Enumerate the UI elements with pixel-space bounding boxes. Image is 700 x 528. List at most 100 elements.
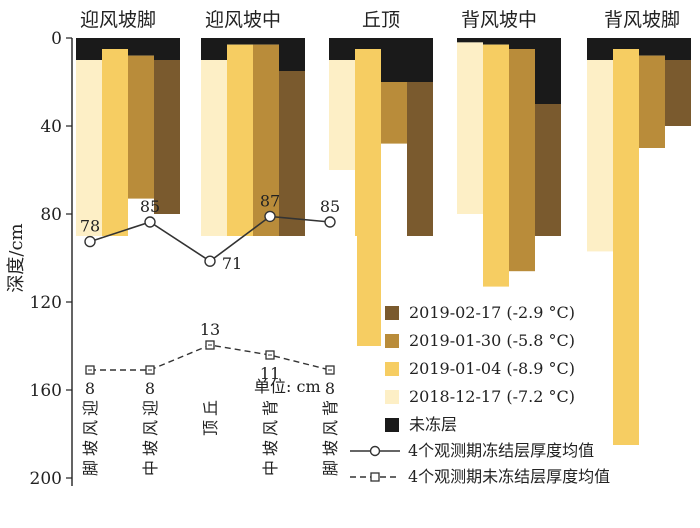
legend-marker-square (370, 472, 380, 482)
legend-label: 2019-02-17 (-2.9 °C) (409, 303, 575, 322)
bar (76, 60, 102, 236)
bar-group (457, 38, 561, 287)
unfrozen-mean-label: 8 (145, 379, 155, 398)
inset-x-label-char: 迎 (141, 400, 160, 416)
unfrozen-bar (483, 38, 509, 45)
unfrozen-mean-label: 8 (85, 379, 95, 398)
frozen-mean-point (144, 216, 156, 228)
legend-swatch (385, 390, 399, 404)
unfrozen-bar (457, 38, 483, 43)
bar-area (76, 38, 691, 445)
bar (253, 44, 279, 236)
bar (639, 55, 665, 148)
legend-marker-circle (369, 445, 381, 457)
bar (329, 60, 355, 170)
frozen-mean-point (264, 210, 276, 223)
inset-x-label: 迎风坡脚 (81, 400, 100, 476)
bar (128, 55, 154, 199)
inset-x-label-char: 丘 (201, 400, 220, 416)
frozen-mean-label: 87 (260, 191, 280, 210)
inset-x-label-char: 脚 (81, 460, 100, 476)
inset-x-label-char: 坡 (81, 440, 100, 456)
group-title: 迎风坡脚 (80, 9, 156, 31)
inset-background (74, 236, 357, 419)
unfrozen-bar (227, 38, 253, 45)
unfrozen-bar (535, 38, 561, 104)
frozen-mean-point (324, 216, 336, 228)
inset-x-label-char: 迎 (81, 400, 100, 416)
bar (407, 82, 433, 236)
bar (227, 44, 253, 236)
y-tick-label: 80 (40, 205, 62, 225)
y-tick-label: 40 (40, 117, 62, 137)
legend-swatch (385, 362, 399, 376)
legend-swatch (385, 334, 399, 348)
bar (201, 60, 227, 258)
inset-x-label-char: 坡 (261, 440, 280, 456)
unfrozen-bar (355, 38, 381, 49)
group-title: 迎风坡中 (205, 9, 281, 31)
legend-label: 4个观测期冻结层厚度均值 (408, 441, 594, 460)
legend-label: 4个观测期未冻结层厚度均值 (408, 467, 610, 486)
inset-x-label-char: 脚 (321, 460, 340, 476)
inset-x-label-char: 背 (321, 400, 340, 416)
bar (483, 44, 509, 287)
unfrozen-bar (407, 38, 433, 82)
inset-x-label-char: 背 (261, 400, 280, 416)
legend-swatch (385, 306, 399, 320)
frozen-mean-label: 78 (80, 217, 100, 236)
group-title: 背风坡中 (461, 9, 537, 31)
bar (587, 60, 613, 252)
unfrozen-mean-label: 11 (260, 364, 280, 383)
inset-x-label-char: 风 (81, 420, 100, 436)
y-tick-label: 120 (30, 293, 62, 313)
inset-x-label-char: 中 (261, 460, 280, 476)
group-title: 丘顶 (362, 9, 400, 31)
frozen-mean-label: 85 (320, 197, 340, 216)
unfrozen-mean-label: 8 (325, 379, 335, 398)
y-tick-label: 0 (51, 29, 62, 49)
unfrozen-bar (381, 38, 407, 82)
frozen-mean-label: 71 (222, 254, 242, 273)
bar (154, 60, 180, 214)
unfrozen-bar (253, 38, 279, 45)
frozen-mean-label: 85 (140, 197, 160, 216)
legend-swatch (385, 418, 399, 432)
legend-label: 2019-01-04 (-8.9 °C) (409, 359, 575, 378)
inset-x-label-char: 中 (141, 460, 160, 476)
inset-x-label-char: 风 (321, 420, 340, 436)
group-titles: 迎风坡脚 迎风坡中 丘顶 背风坡中 背风坡脚 (80, 9, 680, 31)
frozen-mean-point (204, 255, 216, 267)
y-tick-label: 160 (30, 381, 62, 401)
unfrozen-bar (279, 38, 305, 71)
inset-x-label: 丘顶 (201, 400, 220, 436)
unfrozen-bar (665, 38, 691, 60)
bar (381, 82, 407, 144)
bar-group (329, 38, 433, 346)
legend-label: 2019-01-30 (-5.8 °C) (409, 331, 575, 350)
inset-panel (74, 236, 357, 419)
bar (457, 42, 483, 215)
unfrozen-mean-label: 13 (200, 320, 220, 339)
unfrozen-bar (509, 38, 535, 49)
bar-group (201, 38, 305, 258)
unfrozen-bar (639, 38, 665, 56)
bar (509, 49, 535, 272)
bar (535, 104, 561, 236)
bar-group (76, 38, 180, 258)
unit-label: 单位: cm (254, 377, 321, 396)
inset-x-label-char: 坡 (321, 440, 340, 456)
unfrozen-bar (587, 38, 613, 60)
inset-x-label: 背风坡中 (261, 400, 280, 476)
unfrozen-bar (154, 38, 180, 60)
y-axis-title: 深度/cm (6, 223, 27, 292)
inset-x-label: 背风坡脚 (321, 400, 340, 476)
legend-label: 2018-12-17 (-7.2 °C) (409, 387, 575, 406)
unfrozen-bar (329, 38, 355, 60)
y-tick-label: 200 (30, 469, 62, 489)
legend: 2019-02-17 (-2.9 °C) 2019-01-30 (-5.8 °C)… (350, 303, 610, 486)
bar (613, 49, 639, 445)
inset-x-label-char: 风 (141, 420, 160, 436)
